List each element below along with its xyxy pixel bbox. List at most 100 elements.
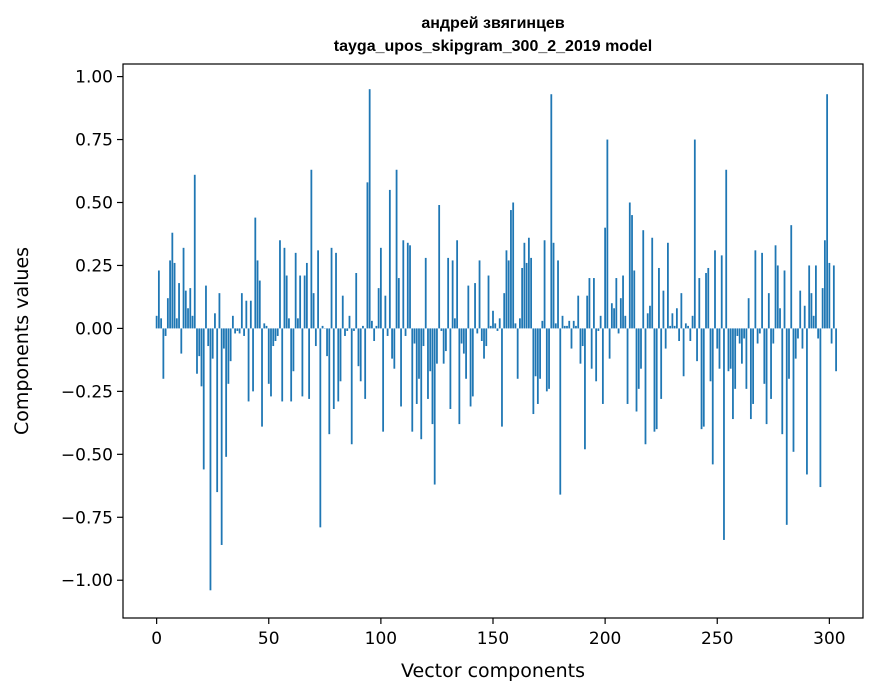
bar-183 [566, 325, 568, 329]
bar-112 [406, 242, 409, 329]
bar-221 [651, 237, 654, 329]
bar-239 [691, 315, 694, 329]
bar-280 [783, 270, 786, 329]
bar-232 [675, 308, 678, 329]
y-axis-label: Components values [11, 247, 33, 435]
bar-25 [211, 328, 214, 359]
bar-143 [476, 328, 479, 334]
bar-219 [646, 313, 649, 329]
bar-45 [256, 260, 259, 329]
bar-155 [503, 293, 506, 329]
bar-119 [422, 328, 425, 347]
bar-44 [254, 217, 257, 329]
bar-97 [373, 328, 376, 341]
bar-22 [205, 285, 207, 329]
bar-223 [655, 328, 658, 430]
bar-11 [180, 328, 183, 354]
bar-122 [429, 328, 432, 372]
bar-152 [496, 328, 499, 331]
x-tick-label: 250 [701, 629, 733, 649]
bars-group [155, 89, 837, 591]
bar-51 [270, 328, 272, 397]
bar-94 [366, 182, 369, 329]
bar-170 [536, 328, 539, 404]
bar-267 [754, 250, 757, 329]
bar-99 [377, 288, 380, 329]
bar-224 [658, 267, 660, 329]
bar-177 [552, 242, 555, 329]
bar-24 [209, 328, 212, 591]
bar-8 [173, 262, 176, 329]
bar-243 [700, 328, 703, 430]
bar-74 [321, 325, 324, 329]
bar-200 [604, 227, 607, 329]
bar-162 [519, 318, 521, 329]
bar-62 [294, 252, 297, 329]
bar-215 [637, 328, 640, 389]
bar-141 [471, 328, 474, 397]
bar-39 [243, 328, 245, 336]
bar-274 [770, 328, 772, 399]
x-tick-label: 150 [477, 629, 509, 649]
bar-301 [830, 328, 833, 344]
bar-176 [550, 94, 553, 329]
bar-244 [702, 328, 705, 427]
bar-80 [335, 252, 337, 329]
bar-212 [631, 215, 633, 329]
bar-295 [817, 328, 820, 339]
bar-281 [785, 328, 788, 525]
bar-4 [164, 328, 167, 336]
bar-290 [806, 328, 808, 475]
bar-266 [752, 328, 755, 404]
bar-238 [689, 328, 692, 341]
bar-300 [828, 262, 831, 329]
bar-168 [532, 328, 535, 415]
bar-229 [669, 325, 672, 329]
bar-107 [395, 169, 398, 329]
bar-146 [483, 328, 485, 359]
bar-125 [436, 328, 438, 364]
bar-49 [265, 325, 268, 329]
bar-220 [649, 305, 651, 329]
bar-204 [613, 308, 615, 329]
bar-164 [523, 242, 526, 329]
bar-159 [512, 202, 515, 329]
bar-14 [187, 308, 189, 329]
bar-136 [460, 328, 463, 344]
bar-29 [220, 328, 223, 545]
bar-105 [391, 328, 393, 359]
bar-286 [797, 328, 799, 339]
bar-149 [489, 325, 492, 329]
bar-157 [507, 260, 510, 329]
bar-92 [362, 325, 364, 329]
bar-115 [413, 328, 416, 344]
bar-182 [563, 325, 566, 329]
bar-37 [238, 328, 241, 334]
bar-133 [453, 318, 456, 329]
bar-272 [765, 328, 768, 425]
bar-1 [157, 270, 160, 329]
bar-52 [272, 328, 275, 347]
bar-93 [364, 328, 367, 399]
y-tick-label: 0.75 [75, 131, 113, 151]
bar-187 [575, 325, 577, 329]
bar-191 [584, 328, 586, 450]
bar-287 [799, 290, 802, 329]
bar-245 [705, 273, 707, 329]
bar-268 [756, 328, 759, 344]
bar-2 [160, 318, 163, 329]
y-tick-label: −0.75 [61, 508, 113, 528]
bar-72 [317, 250, 319, 329]
bar-163 [521, 267, 524, 329]
bar-148 [487, 275, 490, 329]
bar-253 [723, 328, 725, 540]
bar-70 [312, 293, 315, 329]
bar-134 [456, 240, 459, 329]
bar-189 [579, 328, 582, 364]
bar-114 [411, 328, 414, 432]
bar-167 [530, 257, 533, 329]
bar-283 [790, 225, 793, 329]
bar-88 [353, 328, 355, 331]
bar-145 [480, 328, 483, 341]
bar-109 [400, 328, 402, 407]
